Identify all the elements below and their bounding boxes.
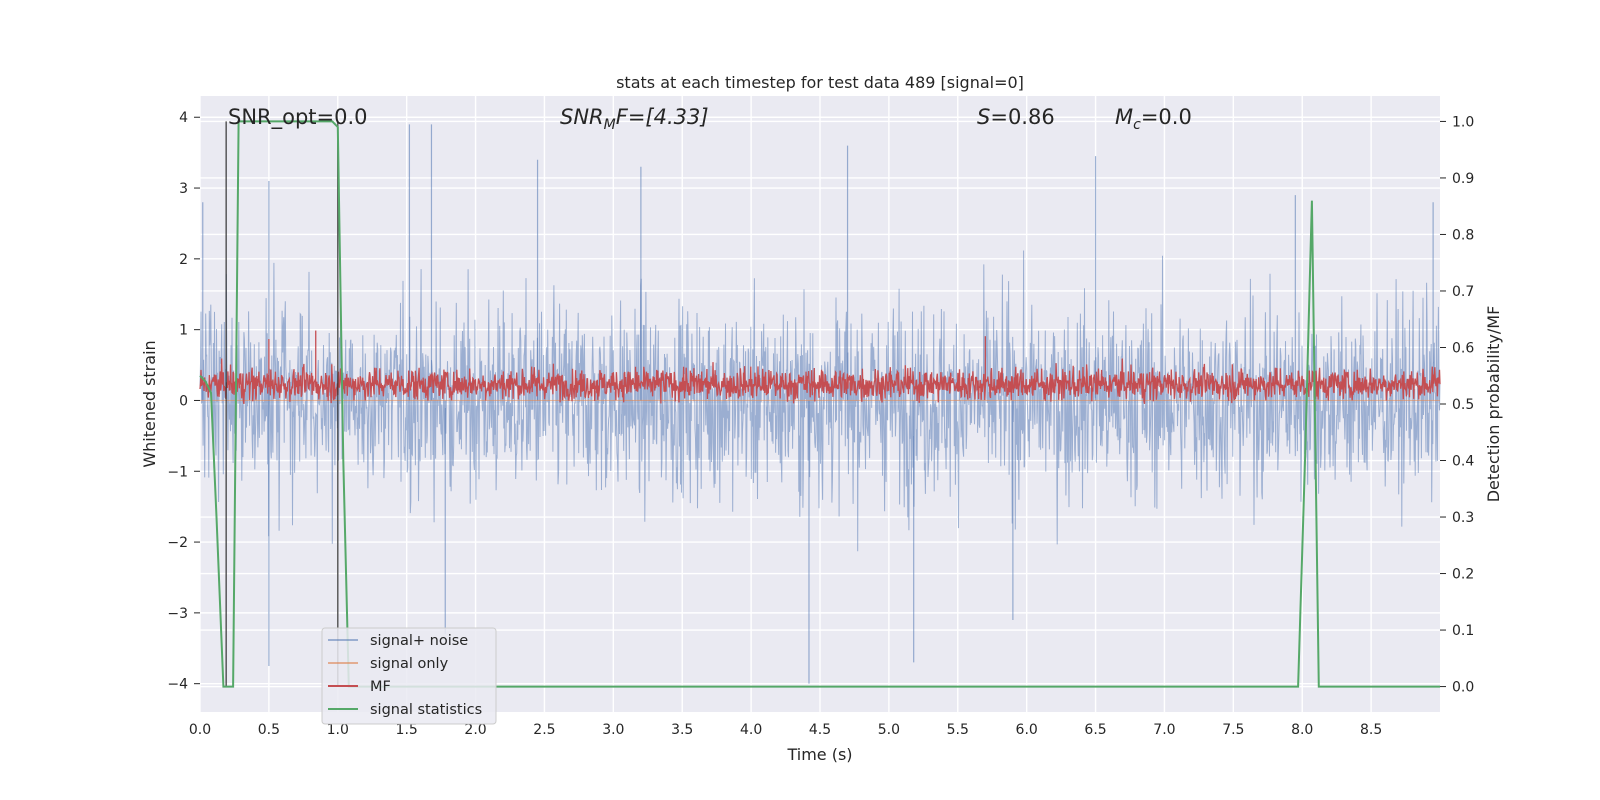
signal-noise-line <box>199 250 1441 552</box>
annotation-snr-opt: SNR_opt=0.0 <box>228 105 368 130</box>
y-tick-label: −2 <box>167 535 188 551</box>
legend-label-mf: MF <box>370 679 391 695</box>
marker-lines <box>225 121 339 687</box>
mf-line <box>199 358 1441 405</box>
y-tick-label: 3 <box>179 181 188 197</box>
signal-statistics-series <box>199 120 1440 688</box>
x-tick-label: 8.0 <box>1291 722 1313 738</box>
chart-title: stats at each timestep for test data 489… <box>616 73 1024 92</box>
x-tick-label: 3.0 <box>602 722 624 738</box>
x-tick-label: 5.5 <box>947 722 969 738</box>
y2-tick-label: 0.1 <box>1452 623 1474 639</box>
x-tick-label: 8.5 <box>1360 722 1382 738</box>
y-tick-label: −1 <box>167 464 188 480</box>
y-tick-label: 2 <box>179 252 188 268</box>
y2-tick-label: 0.7 <box>1452 284 1474 300</box>
y2-tick-label: 0.4 <box>1452 454 1474 470</box>
x-tick-label: 1.5 <box>396 722 418 738</box>
x-tick-label: 5.0 <box>878 722 900 738</box>
y-tick-label: 1 <box>179 323 188 339</box>
x-tick-label: 4.0 <box>740 722 762 738</box>
legend-label-signal-statistics: signal statistics <box>370 702 482 718</box>
legend-label-signal-noise: signal+ noise <box>370 633 468 649</box>
x-tick-label: 2.0 <box>464 722 486 738</box>
x-tick-label: 6.0 <box>1016 722 1038 738</box>
legend: signal+ noise signal only MF signal stat… <box>321 627 497 725</box>
legend-label-signal-only: signal only <box>370 656 449 672</box>
y2-tick-label: 0.8 <box>1452 227 1474 243</box>
y-tick-label: 0 <box>179 393 188 409</box>
y2-tick-label: 0.2 <box>1452 567 1474 583</box>
y-axis-title: Whitened strain <box>140 340 159 467</box>
y2-tick-label: 0.0 <box>1452 680 1474 696</box>
x-tick-label: 3.5 <box>671 722 693 738</box>
y2-axis-title: Detection probability/MF <box>1484 306 1503 503</box>
legend-box <box>321 627 497 725</box>
y2-tick-label: 0.5 <box>1452 397 1474 413</box>
annotation-mc: Mc=0.0 <box>1115 105 1192 133</box>
annotation-snr-mf: SNRMF=[4.33] <box>560 105 709 133</box>
tick-labels: 0.0 0.5 1.0 1.5 2.0 2.5 3.0 3.5 4.0 4.5 5.0 5.5 6.0 6… <box>167 110 1474 738</box>
y-tick-label: −3 <box>167 606 188 622</box>
y-tick-label: 4 <box>179 110 188 126</box>
y2-tick-label: 0.9 <box>1452 171 1474 187</box>
x-tick-label: 0.5 <box>258 722 280 738</box>
x-tick-label: 2.5 <box>533 722 555 738</box>
annotation-s: S=0.86 <box>977 105 1055 129</box>
x-axis-title: Time (s) <box>786 745 852 764</box>
x-tick-label: 7.5 <box>1222 722 1244 738</box>
y-tick-label: −4 <box>167 677 188 693</box>
signal-statistics-line <box>199 120 1440 688</box>
x-tick-label: 6.5 <box>1084 722 1106 738</box>
signal-noise-series <box>199 124 1441 684</box>
y2-tick-label: 0.6 <box>1452 340 1474 356</box>
y2-tick-label: 0.3 <box>1452 510 1474 526</box>
x-tick-label: 4.5 <box>809 722 831 738</box>
x-tick-label: 0.0 <box>189 722 211 738</box>
x-tick-label: 7.0 <box>1153 722 1175 738</box>
x-tick-label: 1.0 <box>327 722 349 738</box>
y2-tick-label: 1.0 <box>1452 114 1474 130</box>
mf-series <box>199 330 1441 405</box>
